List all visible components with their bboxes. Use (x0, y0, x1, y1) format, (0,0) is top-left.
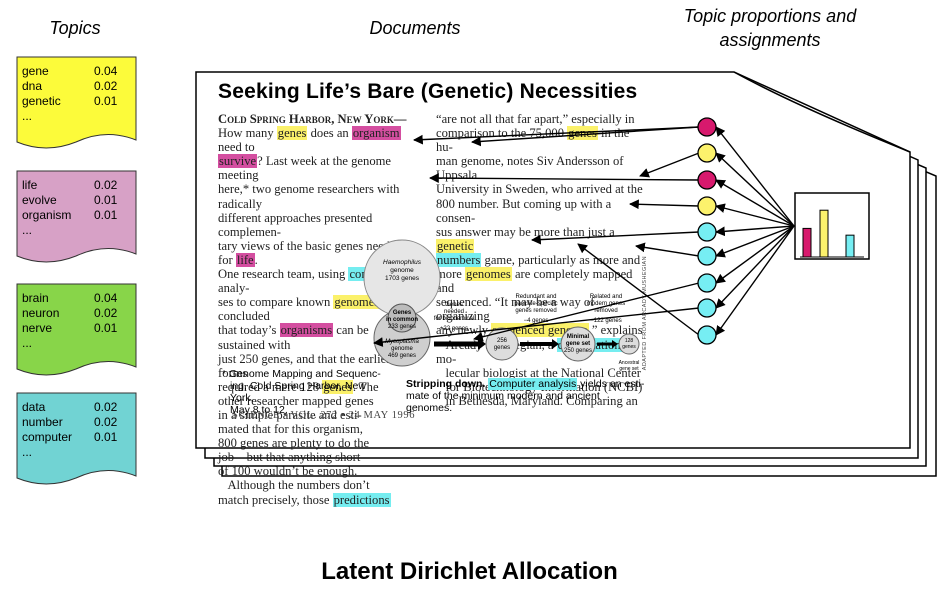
word-assignment-arrow (578, 244, 699, 335)
topic-assignment-circle (698, 326, 716, 344)
proportion-to-assignment-arrow (716, 127, 794, 226)
word-assignment-arrow (640, 153, 699, 176)
topic-assignment-circle (698, 223, 716, 241)
topic-proportion-bar (846, 235, 854, 257)
topic-proportion-bar (820, 210, 828, 257)
topic-assignment-circle (698, 274, 716, 292)
topic-proportion-bar (803, 228, 811, 257)
word-assignment-arrow (414, 127, 699, 140)
topic-assignment-circle (698, 144, 716, 162)
word-assignment-arrow (532, 232, 699, 240)
proportion-to-assignment-arrow (716, 226, 794, 283)
word-assignment-arrow (636, 246, 699, 256)
topic-assignment-circle (698, 197, 716, 215)
proportion-to-assignment-arrow (716, 226, 794, 308)
topic-assignment-circle (698, 171, 716, 189)
word-assignment-arrow (630, 204, 699, 206)
assignment-circles (698, 118, 716, 344)
topic-assignment-circle (698, 247, 716, 265)
diagram-title: Latent Dirichlet Allocation (0, 558, 939, 586)
proportion-to-assignment-arrow (716, 180, 794, 226)
proportion-to-assignment-arrow (716, 226, 794, 335)
topic-assignment-circle (698, 118, 716, 136)
word-assignment-arrow (374, 308, 699, 343)
proportion-to-assignment-arrow (716, 153, 794, 226)
assignment-arrows (374, 127, 794, 343)
topic-assignment-circle (698, 299, 716, 317)
word-assignment-arrow (430, 178, 699, 180)
